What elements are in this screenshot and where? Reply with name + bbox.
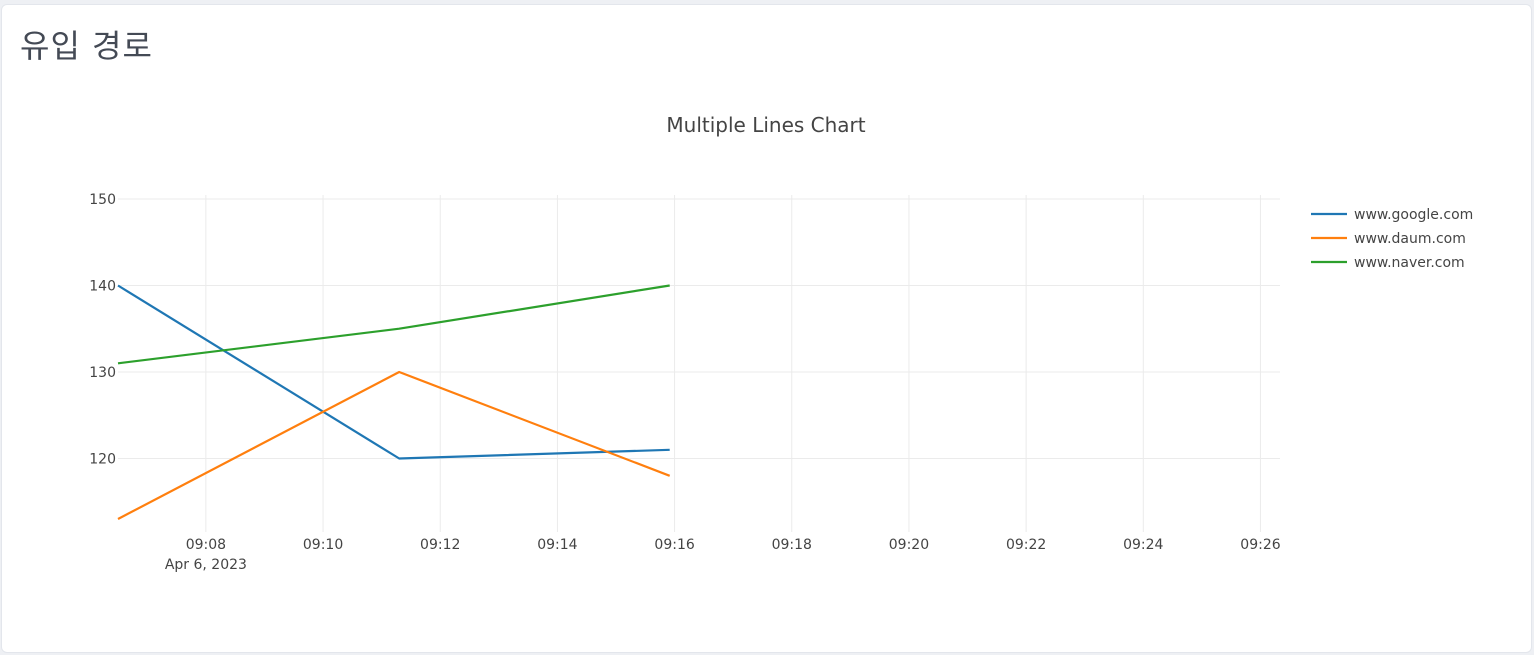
y-tick-label: 130	[89, 365, 116, 381]
y-tick-label: 120	[89, 451, 116, 467]
x-tick-label: 09:16	[654, 537, 694, 553]
legend-label: www.google.com	[1354, 207, 1473, 223]
x-tick-label: 09:26	[1240, 537, 1280, 553]
series-line-www-google-com	[117, 284, 670, 460]
legend-item[interactable]: www.google.com	[1311, 207, 1473, 223]
series-line-www-naver-com	[117, 284, 670, 365]
y-tick-label: 140	[89, 278, 116, 294]
card-title: 유입 경로	[20, 27, 153, 65]
traffic-source-card: 유입 경로	[1, 4, 1532, 653]
x-tick-label: 09:12	[420, 537, 460, 553]
x-tick-label: 09:08	[186, 537, 226, 553]
legend-label: www.daum.com	[1354, 231, 1466, 247]
legend-item[interactable]: www.naver.com	[1311, 255, 1465, 271]
x-tick-label: 09:22	[1006, 537, 1046, 553]
x-tick-label: 09:18	[772, 537, 812, 553]
series-lines	[117, 284, 671, 520]
x-date-label: Apr 6, 2023	[165, 557, 247, 573]
x-tick-label: 09:14	[537, 537, 577, 553]
axes: 120 130 140 150 09:08 09:10 09:12 09:14 09:16 09:…	[89, 192, 1280, 573]
y-tick-label: 150	[89, 192, 116, 208]
series-line-www-daum-com	[117, 370, 671, 520]
x-tick-label: 09:24	[1123, 537, 1163, 553]
legend-label: www.naver.com	[1354, 255, 1465, 271]
legend[interactable]: www.google.com www.daum.com www.naver.com	[1311, 207, 1473, 271]
x-tick-label: 09:10	[303, 537, 343, 553]
grid	[118, 195, 1280, 532]
chart-title: Multiple Lines Chart	[666, 113, 865, 137]
x-tick-label: 09:20	[889, 537, 929, 553]
legend-item[interactable]: www.daum.com	[1311, 231, 1466, 247]
